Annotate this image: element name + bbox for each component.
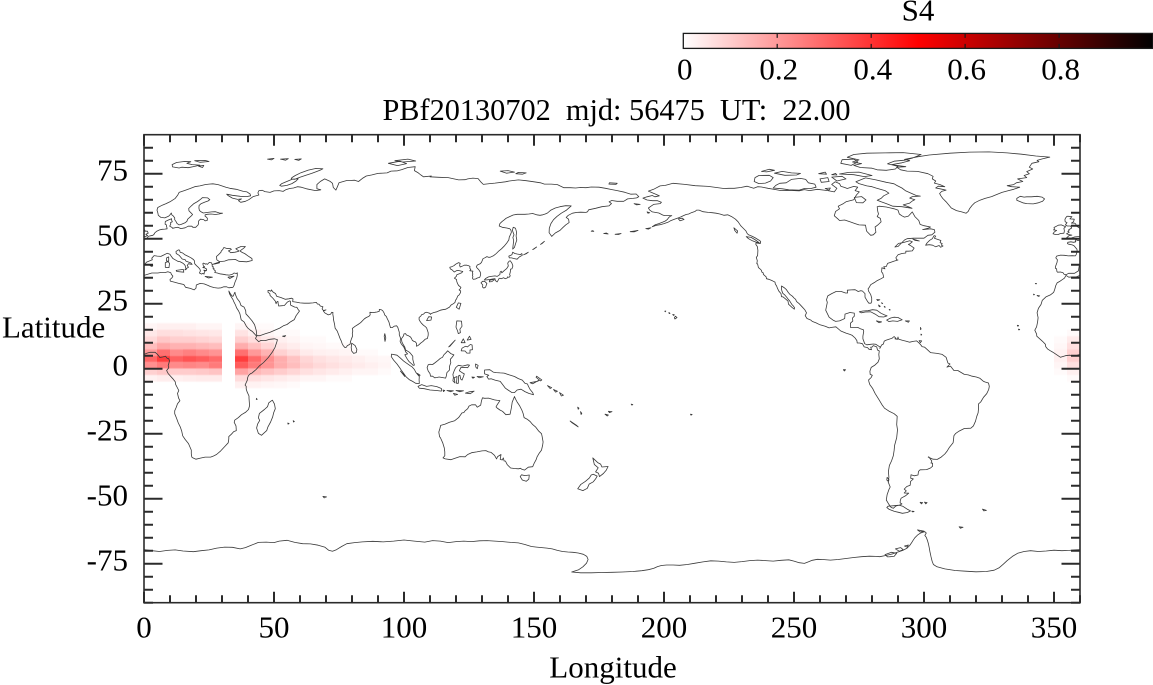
svg-text:25: 25 <box>97 283 128 318</box>
svg-text:350: 350 <box>1031 610 1078 645</box>
svg-text:0: 0 <box>677 52 693 87</box>
svg-text:0.2: 0.2 <box>759 52 798 87</box>
svg-text:75: 75 <box>97 153 128 188</box>
svg-text:100: 100 <box>381 610 428 645</box>
svg-text:PBf20130702 mjd: 56475 UT:: PBf20130702 mjd: 56475 UT: 22.00 <box>382 93 850 127</box>
svg-text:S4: S4 <box>902 0 935 28</box>
svg-text:0.4: 0.4 <box>853 52 892 87</box>
svg-text:-25: -25 <box>87 413 128 448</box>
svg-text:150: 150 <box>511 610 558 645</box>
svg-text:50: 50 <box>259 610 290 645</box>
svg-text:0.8: 0.8 <box>1041 52 1080 87</box>
svg-text:200: 200 <box>641 610 688 645</box>
svg-text:250: 250 <box>771 610 818 645</box>
svg-text:-75: -75 <box>87 543 128 578</box>
svg-text:0.6: 0.6 <box>947 52 986 87</box>
svg-text:300: 300 <box>901 610 948 645</box>
svg-text:Latitude: Latitude <box>2 310 105 345</box>
svg-text:-50: -50 <box>87 478 128 513</box>
svg-text:0: 0 <box>136 610 152 645</box>
svg-text:Longitude: Longitude <box>549 650 676 685</box>
svg-text:50: 50 <box>97 218 128 253</box>
svg-text:0: 0 <box>113 348 129 383</box>
